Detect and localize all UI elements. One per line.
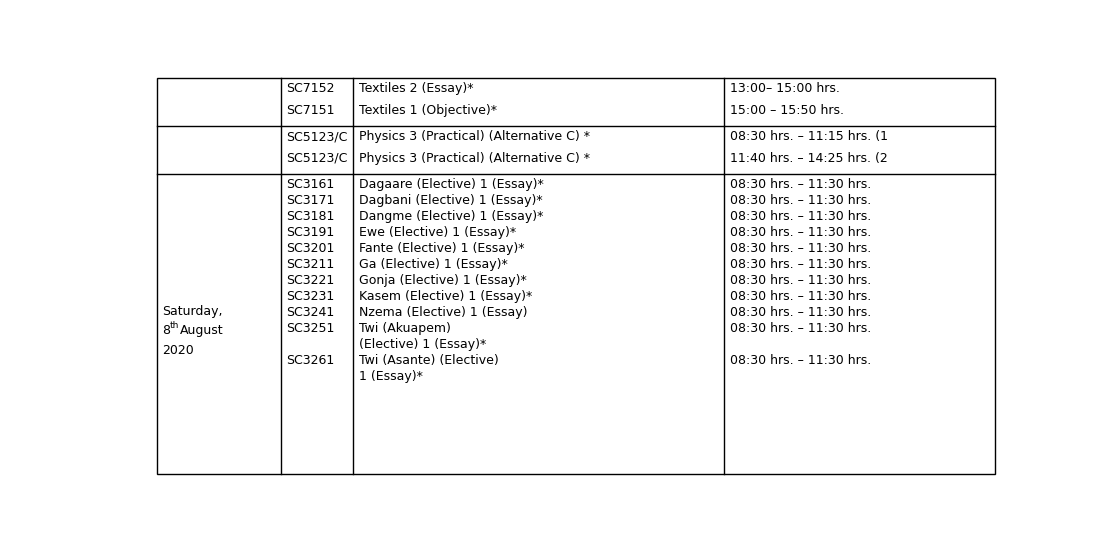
- Text: Saturday,: Saturday,: [162, 305, 223, 318]
- Text: Ga (Elective) 1 (Essay)*: Ga (Elective) 1 (Essay)*: [358, 258, 507, 271]
- Text: Dagaare (Elective) 1 (Essay)*: Dagaare (Elective) 1 (Essay)*: [358, 178, 543, 191]
- Text: SC3231: SC3231: [287, 290, 335, 304]
- Text: SC5123/C: SC5123/C: [287, 130, 348, 143]
- Text: Physics 3 (Practical) (Alternative C) *: Physics 3 (Practical) (Alternative C) *: [358, 130, 589, 143]
- Text: SC3261: SC3261: [287, 354, 335, 368]
- Text: SC5123/C: SC5123/C: [287, 152, 348, 165]
- Text: 2020: 2020: [162, 345, 194, 357]
- Text: 08:30 hrs. – 11:15 hrs. (1: 08:30 hrs. – 11:15 hrs. (1: [729, 130, 888, 143]
- Text: SC3161: SC3161: [287, 178, 335, 191]
- Text: Textiles 1 (Objective)*: Textiles 1 (Objective)*: [358, 104, 496, 117]
- Text: SC3221: SC3221: [287, 275, 335, 287]
- Text: 8: 8: [162, 324, 170, 337]
- Text: August: August: [180, 324, 224, 337]
- Text: 08:30 hrs. – 11:30 hrs.: 08:30 hrs. – 11:30 hrs.: [729, 210, 871, 223]
- Text: Twi (Akuapem): Twi (Akuapem): [358, 322, 450, 335]
- Text: Twi (Asante) (Elective): Twi (Asante) (Elective): [358, 354, 498, 368]
- Text: 08:30 hrs. – 11:30 hrs.: 08:30 hrs. – 11:30 hrs.: [729, 242, 871, 255]
- Text: SC3241: SC3241: [287, 306, 335, 319]
- Text: Nzema (Elective) 1 (Essay): Nzema (Elective) 1 (Essay): [358, 306, 528, 319]
- Text: 08:30 hrs. – 11:30 hrs.: 08:30 hrs. – 11:30 hrs.: [729, 178, 871, 191]
- Text: SC3191: SC3191: [287, 226, 335, 240]
- Text: SC3211: SC3211: [287, 258, 335, 271]
- Text: SC3251: SC3251: [287, 322, 335, 335]
- Text: 08:30 hrs. – 11:30 hrs.: 08:30 hrs. – 11:30 hrs.: [729, 258, 871, 271]
- Text: Fante (Elective) 1 (Essay)*: Fante (Elective) 1 (Essay)*: [358, 242, 524, 255]
- Text: Dangme (Elective) 1 (Essay)*: Dangme (Elective) 1 (Essay)*: [358, 210, 543, 223]
- Text: 08:30 hrs. – 11:30 hrs.: 08:30 hrs. – 11:30 hrs.: [729, 226, 871, 240]
- Text: SC7152: SC7152: [287, 83, 335, 96]
- Text: 08:30 hrs. – 11:30 hrs.: 08:30 hrs. – 11:30 hrs.: [729, 354, 871, 368]
- Text: SC3171: SC3171: [287, 194, 335, 207]
- Text: SC7151: SC7151: [287, 104, 335, 117]
- Text: 08:30 hrs. – 11:30 hrs.: 08:30 hrs. – 11:30 hrs.: [729, 275, 871, 287]
- Text: Gonja (Elective) 1 (Essay)*: Gonja (Elective) 1 (Essay)*: [358, 275, 526, 287]
- Text: 1 (Essay)*: 1 (Essay)*: [358, 370, 422, 383]
- Text: Kasem (Elective) 1 (Essay)*: Kasem (Elective) 1 (Essay)*: [358, 290, 532, 304]
- Text: 08:30 hrs. – 11:30 hrs.: 08:30 hrs. – 11:30 hrs.: [729, 322, 871, 335]
- Text: 08:30 hrs. – 11:30 hrs.: 08:30 hrs. – 11:30 hrs.: [729, 290, 871, 304]
- Text: 08:30 hrs. – 11:30 hrs.: 08:30 hrs. – 11:30 hrs.: [729, 194, 871, 207]
- Text: th: th: [170, 321, 179, 330]
- Text: SC3201: SC3201: [287, 242, 335, 255]
- Text: (Elective) 1 (Essay)*: (Elective) 1 (Essay)*: [358, 339, 486, 351]
- Text: 13:00– 15:00 hrs.: 13:00– 15:00 hrs.: [729, 83, 840, 96]
- Text: Physics 3 (Practical) (Alternative C) *: Physics 3 (Practical) (Alternative C) *: [358, 152, 589, 165]
- Text: 11:40 hrs. – 14:25 hrs. (2: 11:40 hrs. – 14:25 hrs. (2: [729, 152, 887, 165]
- Text: 15:00 – 15:50 hrs.: 15:00 – 15:50 hrs.: [729, 104, 843, 117]
- Text: 08:30 hrs. – 11:30 hrs.: 08:30 hrs. – 11:30 hrs.: [729, 306, 871, 319]
- Text: SC3181: SC3181: [287, 210, 335, 223]
- Text: Ewe (Elective) 1 (Essay)*: Ewe (Elective) 1 (Essay)*: [358, 226, 515, 240]
- Text: Textiles 2 (Essay)*: Textiles 2 (Essay)*: [358, 83, 473, 96]
- Text: Dagbani (Elective) 1 (Essay)*: Dagbani (Elective) 1 (Essay)*: [358, 194, 542, 207]
